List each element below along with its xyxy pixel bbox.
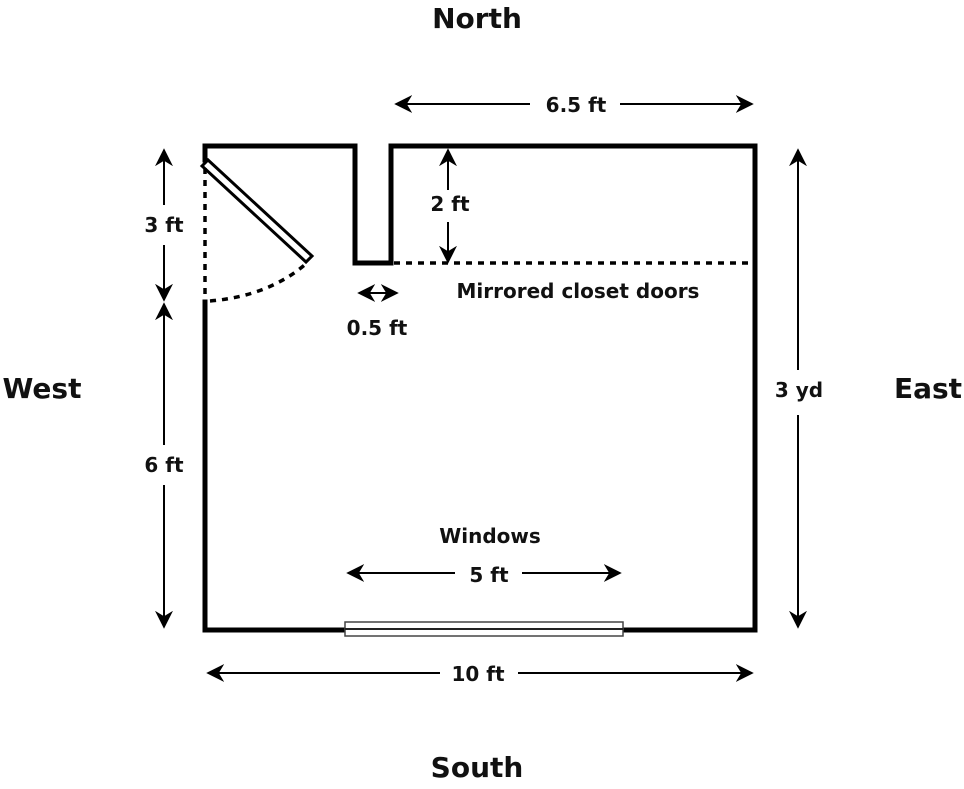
dim-east-label: 3 yd <box>775 378 823 402</box>
dim-south-label: 10 ft <box>451 662 504 686</box>
dim-closet-depth-label: 2 ft <box>430 192 470 216</box>
door <box>199 157 315 265</box>
dim-top-label: 6.5 ft <box>546 93 607 117</box>
windows-label: Windows <box>439 524 541 548</box>
dim-window-label: 5 ft <box>469 563 509 587</box>
door-swing-arc <box>209 260 310 303</box>
east-label: East <box>894 372 962 405</box>
room-walls <box>202 143 758 633</box>
south-label: South <box>431 751 524 784</box>
dim-west-label: 6 ft <box>144 453 184 477</box>
north-label: North <box>432 2 522 35</box>
dim-gap-label: 0.5 ft <box>347 316 408 340</box>
dim-door-label: 3 ft <box>144 213 184 237</box>
window <box>344 621 624 637</box>
west-label: West <box>3 372 82 405</box>
closet-label: Mirrored closet doors <box>457 279 700 303</box>
